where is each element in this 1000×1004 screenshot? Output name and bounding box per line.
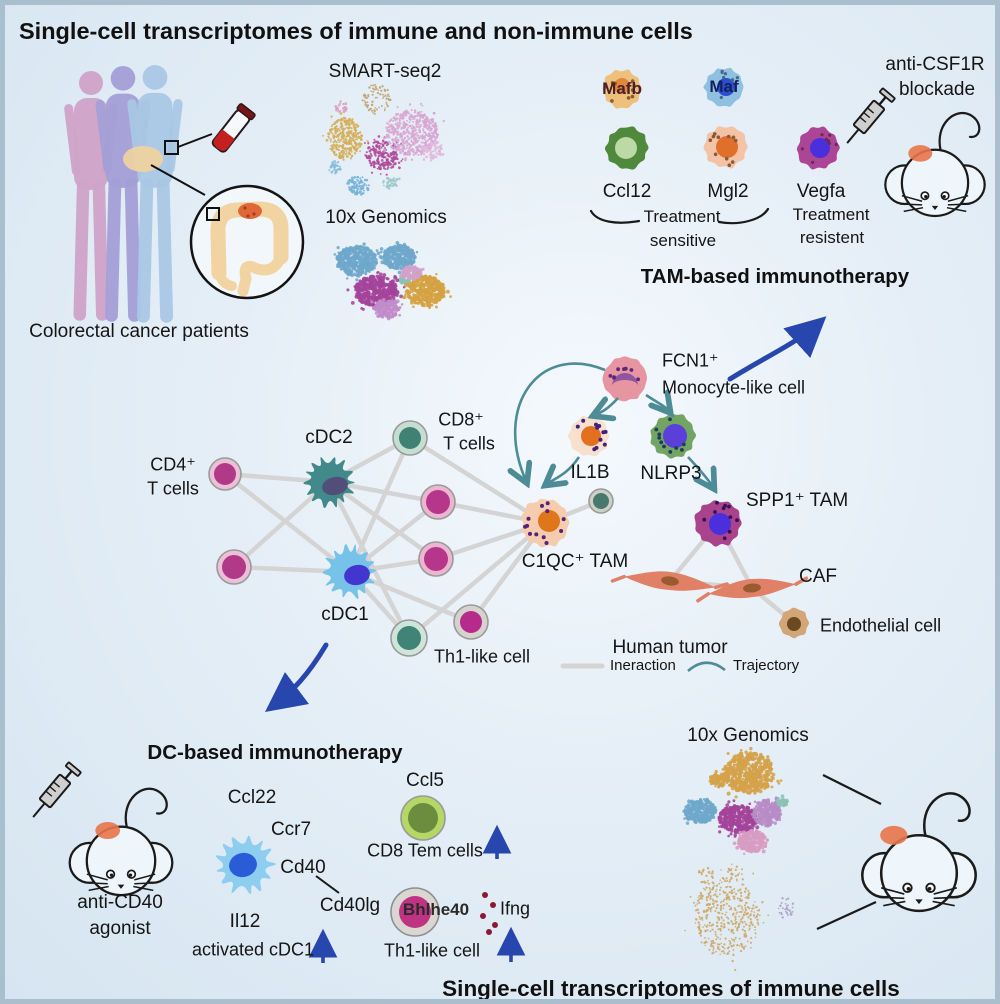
cell-nlrp3_cell xyxy=(650,413,696,459)
flow-arrows xyxy=(265,316,827,963)
tsne-smartseq2 xyxy=(322,83,445,196)
cells-layer xyxy=(208,67,840,937)
treatment-sensitive-bracket xyxy=(589,209,641,224)
cell-vegfa xyxy=(796,126,840,170)
cell-cd8tem xyxy=(400,795,446,841)
cell-cd8_top xyxy=(392,420,428,456)
cell-th1_mag xyxy=(453,604,489,640)
cell-act_cdc1 xyxy=(215,835,276,895)
mouse-immune xyxy=(861,792,977,913)
cell-cd4_b xyxy=(216,549,252,585)
decor-lines xyxy=(315,207,882,931)
biopsy-square-marker xyxy=(164,140,179,155)
cell-maf xyxy=(703,67,744,107)
cell-cd4_a xyxy=(208,457,242,491)
cell-caf2 xyxy=(696,576,809,603)
cell-il1b_cell xyxy=(567,415,610,457)
ifng-secretion-dots xyxy=(480,892,498,935)
cell-spp1 xyxy=(694,500,742,547)
syringe-csf1r xyxy=(846,87,896,144)
treatment-sensitive-bracket xyxy=(717,207,770,225)
colorectal-patients-illustration xyxy=(64,65,305,323)
tumor-spot xyxy=(908,145,933,162)
tumor-spot xyxy=(95,821,121,840)
cell-th1_bot xyxy=(390,887,440,937)
figure-art xyxy=(32,65,986,972)
cell-pink1 xyxy=(420,484,456,520)
cd40-cd40lg-link xyxy=(315,875,340,894)
legend-trajectory-sample xyxy=(687,661,726,672)
trajectory-arrows xyxy=(515,362,713,487)
cell-endo xyxy=(778,607,810,639)
tumor-spot xyxy=(880,825,908,845)
syringe-cd40 xyxy=(32,761,82,818)
tsne-10x-top xyxy=(333,241,452,321)
cell-ccl12 xyxy=(604,126,649,170)
cell-mafb xyxy=(602,69,643,109)
colon-tumor xyxy=(238,203,262,219)
cell-c1qc xyxy=(521,498,570,548)
tsne-10x-bottom xyxy=(682,746,795,972)
cell-cdc1 xyxy=(322,544,377,600)
inset-square-marker xyxy=(206,207,220,221)
cell-pink2 xyxy=(418,541,454,577)
tsne-mouse-link xyxy=(816,900,877,931)
cell-il1b_small xyxy=(588,488,614,514)
cell-mgl2 xyxy=(703,126,748,169)
cell-th1_teal xyxy=(390,619,428,657)
blood-tube-icon xyxy=(211,103,256,153)
cell-cdc2 xyxy=(303,457,355,509)
cell-caf1 xyxy=(610,571,729,591)
cell-fcn1 xyxy=(602,356,647,402)
mouse-tam xyxy=(884,112,986,218)
mouse-dc xyxy=(68,787,174,897)
tsne-mouse-link xyxy=(822,774,882,805)
